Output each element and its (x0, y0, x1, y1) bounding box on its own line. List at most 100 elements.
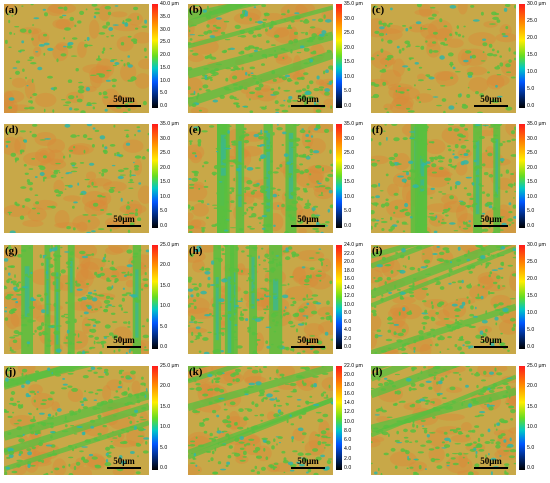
color-scale-tick-label: 30.0 (160, 26, 171, 33)
color-scale-bar (336, 245, 342, 349)
color-scale-tick-label: 25.0 μm (160, 242, 179, 248)
surface-panel: (b) 50μm 35.0 μm 30.0 25.0 20.0 15.0 10.0 5.0 0.0 (184, 0, 367, 120)
color-scale-tick-label: 40.0 μm (160, 1, 179, 7)
color-scale-bar (519, 124, 525, 228)
color-scale-tick-label: 5.0 (160, 208, 168, 215)
color-scale-tick-label: 10.0 (344, 193, 355, 200)
surface-height-map: (a) 50μm (4, 4, 149, 113)
color-scale-ticks: 25.0 μm 20.0 15.0 10.0 5.0 0.0 (160, 242, 184, 350)
color-scale-tick-label: 18.0 (344, 267, 355, 274)
surface-panel: (l) 50μm 25.0 μm 20.0 15.0 10.0 5.0 0.0 (367, 362, 550, 482)
color-scale-tick-label: 15.0 (160, 403, 171, 410)
surface-height-map: (f) 50μm (371, 124, 516, 233)
surface-panel: (i) 50μm 30.0 μm 25.0 20.0 15.0 10.0 5.0 0.0 (367, 241, 550, 361)
color-scale-tick-label: 2.0 (344, 335, 352, 342)
scale-bar-label: 50μm (113, 456, 135, 466)
color-scale-tick-label: 15.0 (160, 282, 171, 289)
color-scale-tick-label: 4.0 (344, 446, 352, 453)
scale-bar: 50μm (474, 457, 508, 469)
color-scale-ticks: 40.0 μm 35.0 30.0 25.0 20.0 15.0 10.0 5.0 0.0 (160, 1, 184, 109)
color-scale-tick-label: 10.0 (344, 301, 355, 308)
color-scale-tick-label: 8.0 (344, 427, 352, 434)
color-scale-tick-label: 15.0 (160, 179, 171, 186)
color-scale-tick-label: 10.0 (527, 310, 538, 316)
scale-bar: 50μm (107, 95, 141, 107)
scale-bar-label: 50μm (113, 335, 135, 345)
color-scale-ticks: 22.0 μm 20.0 18.0 16.0 14.0 12.0 10.0 8.0 6.0 4.0… (344, 363, 368, 471)
color-scale-tick-label: 0.0 (160, 344, 168, 350)
color-scale-tick-label: 20.0 (344, 44, 355, 51)
color-scale-tick-label: 10.0 (160, 424, 171, 431)
scale-bar-label: 50μm (480, 335, 502, 345)
color-scale-ticks: 24.0 μm 22.0 20.0 18.0 16.0 14.0 12.0 10.0 8.0 6.… (344, 242, 368, 350)
color-scale-tick-label: 30.0 (344, 15, 355, 22)
panel-label: (e) (189, 124, 202, 136)
color-scale-tick-label: 25.0 (160, 39, 171, 46)
color-scale-tick-label: 25.0 μm (527, 363, 546, 369)
scale-bar-label: 50μm (480, 214, 502, 224)
color-scale-tick-label: 15.0 (344, 179, 355, 186)
panel-label: (d) (5, 124, 19, 136)
surface-panel: (c) 50μm 30.0 μm 25.0 20.0 15.0 10.0 5.0 0.0 (367, 0, 550, 120)
color-scale-tick-label: 0.0 (527, 223, 535, 229)
panel-label: (f) (372, 124, 383, 136)
scale-bar-line (474, 346, 508, 348)
color-scale-ticks: 35.0 μm 30.0 25.0 20.0 15.0 10.0 5.0 0.0 (344, 121, 368, 229)
color-scale-bar (152, 366, 158, 470)
color-scale-tick-label: 20.0 (160, 383, 171, 390)
scale-bar: 50μm (474, 336, 508, 348)
surface-panel: (a) 50μm 40.0 μm 35.0 30.0 25.0 20.0 15.0 10.0 5.… (0, 0, 183, 120)
color-scale-tick-label: 10.0 (344, 418, 355, 425)
surface-height-map: (d) 50μm (4, 124, 149, 233)
color-scale-tick-label: 25.0 (527, 150, 538, 157)
surface-height-map: (i) 50μm (371, 245, 516, 354)
color-scale-bar (519, 245, 525, 349)
color-scale-tick-label: 6.0 (344, 318, 352, 325)
color-scale-tick-label: 25.0 (344, 150, 355, 157)
color-scale-tick-label: 16.0 (344, 390, 355, 397)
color-scale-tick-label: 22.0 (344, 250, 355, 257)
color-scale-tick-label: 5.0 (160, 90, 168, 97)
surface-panel: (j) 50μm 25.0 μm 20.0 15.0 10.0 5.0 0.0 (0, 362, 183, 482)
color-scale-tick-label: 20.0 (160, 262, 171, 269)
surface-panel: (d) 50μm 35.0 μm 30.0 25.0 20.0 15.0 10.0 5.0 0.0 (0, 120, 183, 240)
color-scale-tick-label: 25.0 (527, 18, 538, 24)
panel-label: (i) (372, 245, 383, 257)
scale-bar-line (291, 105, 325, 107)
color-scale-tick-label: 5.0 (344, 208, 352, 215)
scale-bar: 50μm (291, 95, 325, 107)
surface-panel: (k) 50μm 22.0 μm 20.0 18.0 16.0 14.0 12.0 10.0 8.… (184, 362, 367, 482)
color-scale-tick-label: 24.0 μm (344, 242, 363, 248)
color-scale-tick-label: 35.0 μm (527, 121, 546, 127)
panel-label: (l) (372, 366, 383, 378)
scale-bar: 50μm (474, 95, 508, 107)
color-scale-tick-label: 15.0 (344, 59, 355, 66)
surface-panel: (h) 50μm 24.0 μm 22.0 20.0 18.0 16.0 14.0 12.0 10… (184, 241, 367, 361)
scale-bar-label: 50μm (113, 214, 135, 224)
color-scale-tick-label: 30.0 (344, 135, 355, 142)
color-scale-tick-label: 12.0 (344, 409, 355, 416)
surface-height-map: (b) 50μm (188, 4, 333, 113)
scale-bar: 50μm (291, 336, 325, 348)
scale-bar-line (107, 467, 141, 469)
color-scale-tick-label: 30.0 μm (527, 1, 546, 7)
color-scale-tick-label: 14.0 (344, 400, 355, 407)
color-scale-tick-label: 10.0 (527, 424, 538, 431)
color-scale-tick-label: 10.0 (527, 193, 538, 200)
scale-bar-line (474, 105, 508, 107)
scale-bar-label: 50μm (113, 94, 135, 104)
color-scale-bar (519, 4, 525, 108)
color-scale-tick-label: 20.0 (160, 52, 171, 58)
color-scale-tick-label: 10.0 (527, 69, 538, 75)
color-scale-tick-label: 5.0 (527, 86, 535, 92)
color-scale-ticks: 35.0 μm 30.0 25.0 20.0 15.0 10.0 5.0 0.0 (344, 1, 368, 109)
color-scale-tick-label: 20.0 (344, 164, 355, 171)
color-scale-tick-label: 15.0 (527, 52, 538, 58)
color-scale-tick-label: 35.0 (160, 13, 171, 20)
color-scale-tick-label: 0.0 (344, 344, 352, 350)
scale-bar: 50μm (291, 215, 325, 227)
color-scale-tick-label: 0.0 (160, 223, 168, 229)
color-scale-tick-label: 0.0 (527, 344, 535, 350)
scale-bar-line (474, 467, 508, 469)
scale-bar-label: 50μm (480, 94, 502, 104)
